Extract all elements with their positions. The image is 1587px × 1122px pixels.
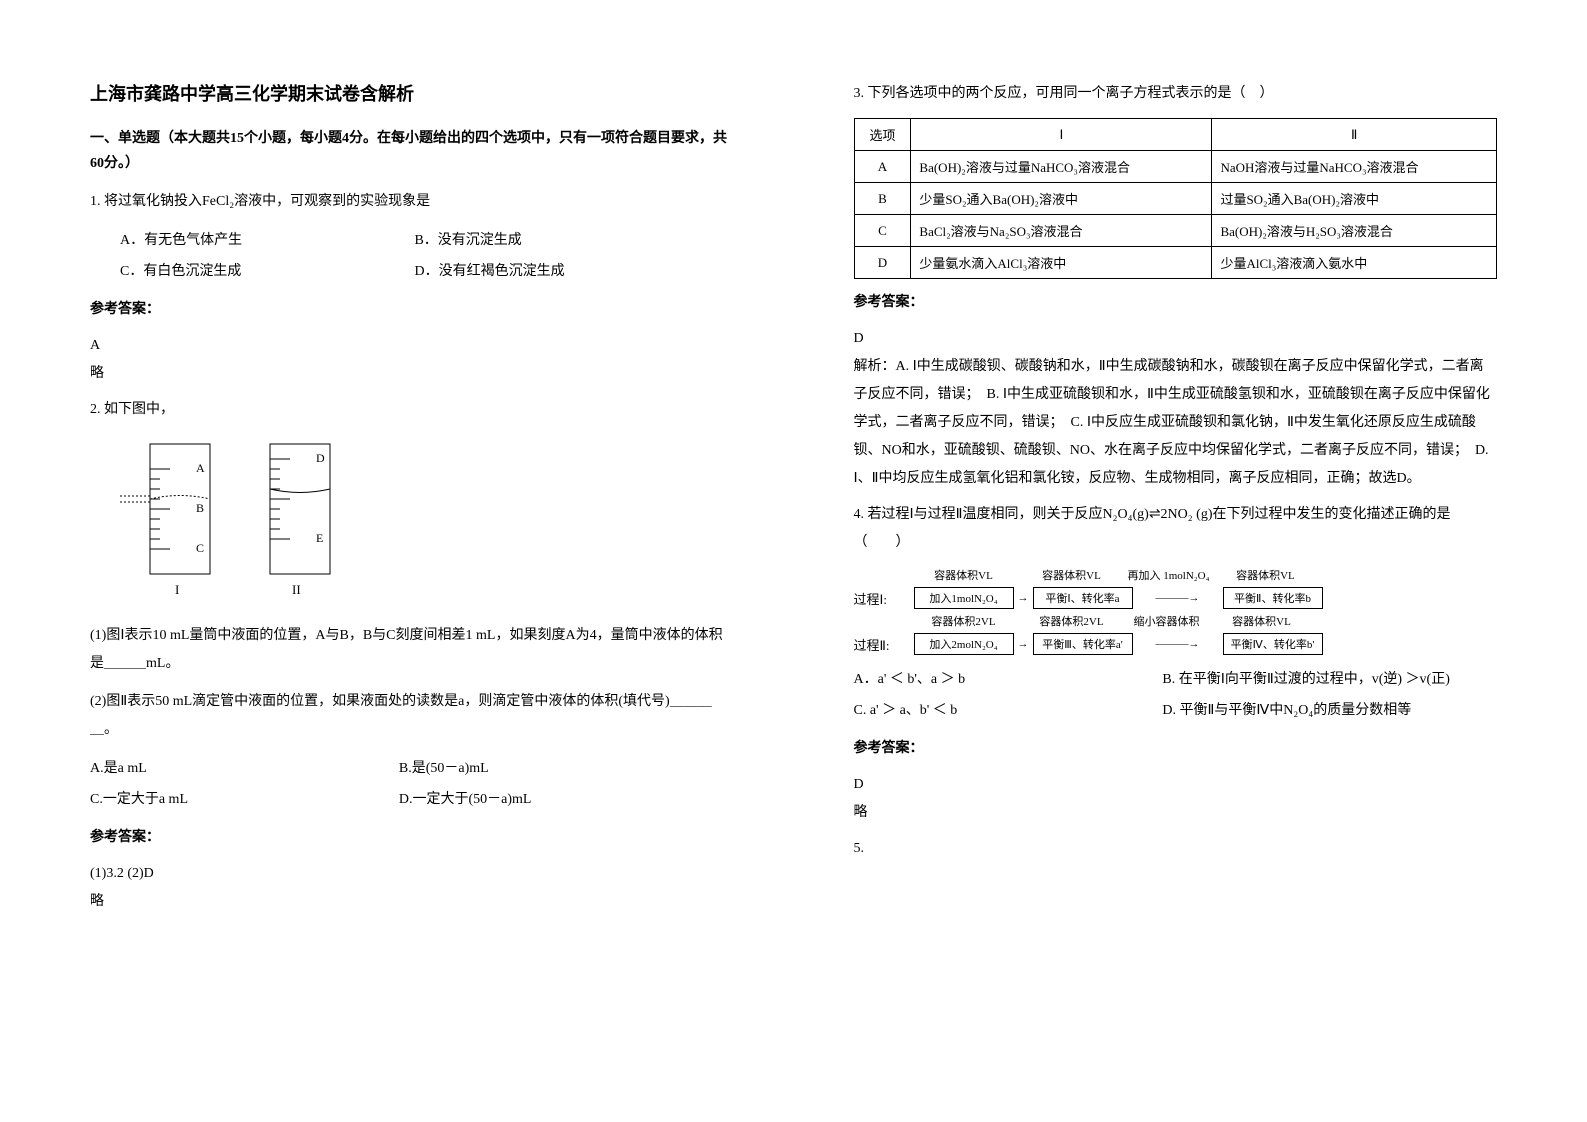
svg-text:C: C (196, 541, 204, 555)
q4-r1-b3: 平衡Ⅱ、转化率b (1223, 587, 1323, 609)
q1-optB: B．没有沉淀生成 (414, 226, 708, 257)
q2-stem: 2. 如下图中， (90, 396, 734, 424)
q1-optC: C．有白色沉淀生成 (120, 257, 414, 288)
q2-figure: A B C I D E II (120, 434, 734, 604)
q3-th2: Ⅱ (1212, 119, 1497, 151)
q3-r2c0: C (854, 215, 911, 247)
q3-r0c2: NaOH溶液与过量NaHCO₃溶液混合 (1212, 151, 1497, 183)
q1-optD: D．没有红褐色沉淀生成 (414, 257, 708, 288)
q3-r1c1: 少量SO₂通入Ba(OH)₂溶液中 (911, 183, 1212, 215)
q2-answer-label: 参考答案： (90, 824, 734, 852)
q5-stem: 5. (854, 835, 1498, 863)
svg-text:I: I (175, 582, 179, 597)
section-header: 一、单选题（本大题共15个小题，每小题4分。在每小题给出的四个选项中，只有一项符… (90, 126, 734, 176)
q3-r3c1: 少量氨水滴入AlCl₃溶液中 (911, 247, 1212, 279)
q4-r2-h2: 容器体积2VL (1022, 613, 1122, 629)
q1-brief: 略 (90, 360, 734, 388)
q3-table: 选项 Ⅰ Ⅱ A Ba(OH)₂溶液与过量NaHCO₃溶液混合 NaOH溶液与过… (854, 118, 1498, 279)
q3-stem: 3. 下列各选项中的两个反应，可用同一个离子方程式表示的是（ ） (854, 80, 1498, 108)
q4-r2-b2: 平衡Ⅲ、转化率a' (1033, 633, 1133, 655)
doc-title: 上海市龚路中学高三化学期末试卷含解析 (90, 80, 734, 106)
q2-answer: (1)3.2 (2)D (90, 860, 734, 888)
arrow-icon: ———→ (1133, 592, 1223, 604)
q3-r3c0: D (854, 247, 911, 279)
q4-r1-h3: 再加入 1molN₂O₄ (1122, 567, 1216, 583)
q4-r1-h4: 容器体积VL (1215, 567, 1315, 583)
q4-flow: 容器体积VL 容器体积VL 再加入 1molN₂O₄ 容器体积VL 过程Ⅰ: 加… (854, 567, 1498, 655)
arrow-icon: → (1014, 592, 1033, 604)
arrow-icon: → (1014, 638, 1033, 650)
q1-stem: 1. 将过氧化钠投入FeCl₂溶液中，可观察到的实验现象是 (90, 188, 734, 216)
q3-answer-label: 参考答案： (854, 289, 1498, 317)
q4-r1-label: 过程Ⅰ: (854, 589, 914, 608)
q4-answer: D (854, 771, 1498, 799)
q1-answer: A (90, 332, 734, 360)
q4-brief: 略 (854, 799, 1498, 827)
svg-text:D: D (316, 451, 325, 465)
q2-optC: C.一定大于a mL (90, 785, 399, 816)
q4-optC: C. a' ＞ a、b' ＜ b (854, 696, 1163, 727)
q4-stem: 4. 若过程Ⅰ与过程Ⅱ温度相同，则关于反应N₂O₄(g)⇌2NO₂ (g)在下列… (854, 501, 1498, 557)
q3-r0c0: A (854, 151, 911, 183)
q4-r2-b1: 加入2molN₂O₄ (914, 633, 1014, 655)
q4-r1-b1: 加入1molN₂O₄ (914, 587, 1014, 609)
q3-th0: 选项 (854, 119, 911, 151)
q3-r1c0: B (854, 183, 911, 215)
q1-optA: A．有无色气体产生 (120, 226, 414, 257)
q4-r2-h4: 容器体积VL (1212, 613, 1312, 629)
q3-explain: 解析：A. Ⅰ中生成碳酸钡、碳酸钠和水，Ⅱ中生成碳酸钠和水，碳酸钡在离子反应中保… (854, 353, 1498, 493)
q4-answer-label: 参考答案： (854, 735, 1498, 763)
q4-r1-h2: 容器体积VL (1022, 567, 1122, 583)
q4-optB: B. 在平衡Ⅰ向平衡Ⅱ过渡的过程中，v(逆) ＞v(正) (1162, 665, 1471, 696)
q4-r2-h3: 缩小容器体积 (1122, 613, 1212, 629)
svg-text:E: E (316, 531, 323, 545)
q3-th1: Ⅰ (911, 119, 1212, 151)
q2-part2: (2)图Ⅱ表示50 mL滴定管中液面的位置，如果液面处的读数是a，则滴定管中液体… (90, 688, 734, 744)
q4-r2-label: 过程Ⅱ: (854, 635, 914, 654)
q1-options: A．有无色气体产生 B．没有沉淀生成 C．有白色沉淀生成 D．没有红褐色沉淀生成 (90, 226, 734, 288)
q4-r1-h1: 容器体积VL (914, 567, 1014, 583)
q2-optB: B.是(50－a)mL (399, 754, 708, 785)
q3-r3c2: 少量AlCl₃溶液滴入氨水中 (1212, 247, 1497, 279)
q3-r0c1: Ba(OH)₂溶液与过量NaHCO₃溶液混合 (911, 151, 1212, 183)
q2-part1: (1)图Ⅰ表示10 mL量筒中液面的位置，A与B，B与C刻度间相差1 mL，如果… (90, 622, 734, 678)
arrow-icon: ———→ (1133, 638, 1223, 650)
q4-r2-b3: 平衡Ⅳ、转化率b' (1223, 633, 1323, 655)
right-column: 3. 下列各选项中的两个反应，可用同一个离子方程式表示的是（ ） 选项 Ⅰ Ⅱ … (794, 80, 1558, 1042)
q2-brief: 略 (90, 888, 734, 916)
q1-answer-label: 参考答案： (90, 296, 734, 324)
q4-r1-b2: 平衡Ⅰ、转化率a (1033, 587, 1133, 609)
left-column: 上海市龚路中学高三化学期末试卷含解析 一、单选题（本大题共15个小题，每小题4分… (30, 80, 794, 1042)
q3-r2c2: Ba(OH)₂溶液与H₂SO₃溶液混合 (1212, 215, 1497, 247)
q4-optA: A．a' ＜ b'、a ＞ b (854, 665, 1163, 696)
q4-optD: D. 平衡Ⅱ与平衡Ⅳ中N₂O₄的质量分数相等 (1162, 696, 1471, 727)
q4-r2-h1: 容器体积2VL (914, 613, 1014, 629)
q2-options: A.是a mL B.是(50－a)mL C.一定大于a mL D.一定大于(50… (90, 754, 734, 816)
q3-r1c2: 过量SO₂通入Ba(OH)₂溶液中 (1212, 183, 1497, 215)
svg-text:B: B (196, 501, 204, 515)
q4-options: A．a' ＜ b'、a ＞ b B. 在平衡Ⅰ向平衡Ⅱ过渡的过程中，v(逆) ＞… (854, 665, 1498, 727)
q2-optA: A.是a mL (90, 754, 399, 785)
q3-answer: D (854, 325, 1498, 353)
q3-r2c1: BaCl₂溶液与Na₂SO₃溶液混合 (911, 215, 1212, 247)
svg-text:II: II (292, 582, 301, 597)
q2-optD: D.一定大于(50－a)mL (399, 785, 708, 816)
svg-text:A: A (196, 461, 205, 475)
